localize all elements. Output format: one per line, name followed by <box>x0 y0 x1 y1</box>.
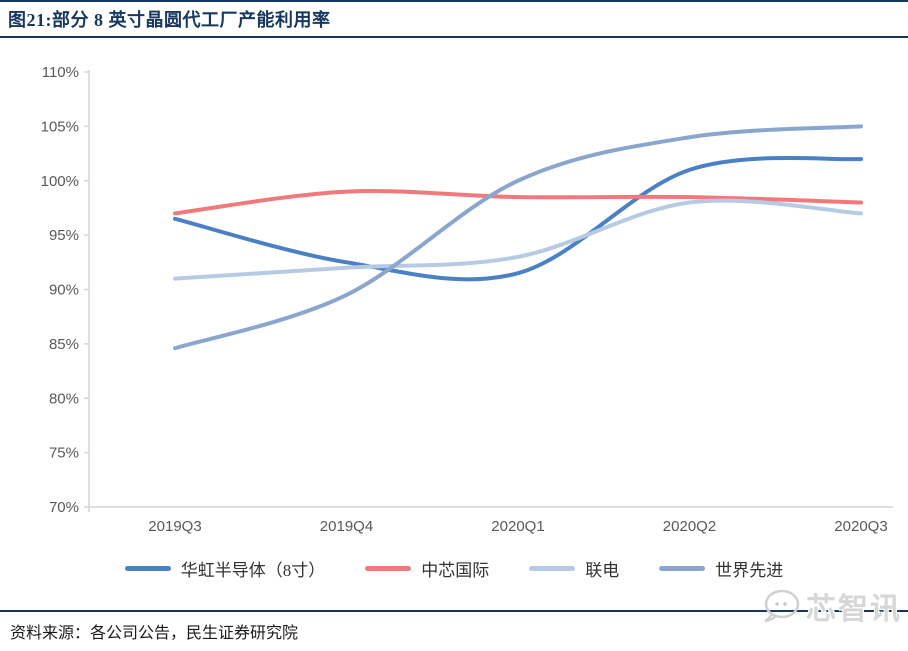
series-line-vis <box>173 124 863 351</box>
y-tick-label: 70% <box>49 499 79 516</box>
series-line-smic <box>173 189 863 216</box>
y-tick-label: 90% <box>49 282 79 299</box>
x-tick-label: 2020Q1 <box>491 518 544 535</box>
title-divider-line <box>0 36 908 38</box>
watermark-logo: 芯智讯 <box>760 584 902 628</box>
watermark-text: 芯智讯 <box>806 593 902 626</box>
series-line-umc <box>173 198 863 281</box>
y-tick-label: 75% <box>49 445 79 462</box>
legend-item-huahong: 华虹半导体（8寸） <box>124 556 326 581</box>
chat-bubble-icon <box>764 589 800 623</box>
y-tick-label: 95% <box>49 227 79 244</box>
x-tick-label: 2020Q2 <box>663 518 716 535</box>
source-note: 资料来源：各公司公告，民生证券研究院 <box>10 625 299 642</box>
huahong-line-swatch <box>124 566 171 571</box>
legend-label-umc: 联电 <box>585 561 620 580</box>
vis-line-swatch <box>659 566 706 571</box>
x-tick-label: 2019Q3 <box>148 518 201 535</box>
figure-title: 图21:部分 8 英寸晶圆代工厂产能利用率 <box>8 10 331 30</box>
legend-item-vis: 世界先进 <box>659 556 783 581</box>
y-tick-label: 105% <box>41 118 79 135</box>
x-tick-label: 2020Q3 <box>834 518 887 535</box>
y-tick-label: 85% <box>49 336 79 353</box>
bottom-divider-line <box>0 610 908 612</box>
legend-label-smic: 中芯国际 <box>421 561 490 580</box>
series-line-huahong <box>173 155 863 282</box>
smic-line-swatch <box>365 566 412 571</box>
y-tick-label: 80% <box>49 390 79 407</box>
legend-item-umc: 联电 <box>529 556 619 581</box>
chart-legend: 华虹半导体（8寸） 中芯国际 联电 世界先进 <box>0 556 908 581</box>
legend-label-vis: 世界先进 <box>715 561 784 580</box>
umc-line-swatch <box>529 566 576 571</box>
legend-label-huahong: 华虹半导体（8寸） <box>180 561 326 580</box>
legend-item-smic: 中芯国际 <box>365 556 489 581</box>
top-border-line <box>0 0 908 2</box>
y-tick-label: 110% <box>42 64 79 81</box>
y-tick-label: 100% <box>41 173 79 190</box>
x-tick-label: 2019Q4 <box>320 518 373 535</box>
